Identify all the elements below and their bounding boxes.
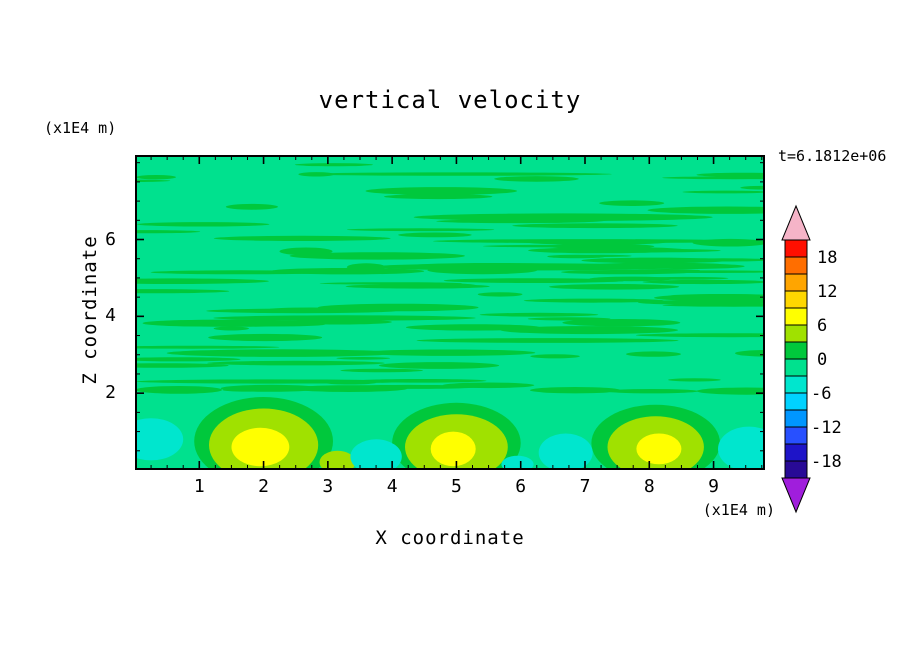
contour-field [135,155,765,470]
colorbar-tick-label: 0 [817,350,827,370]
colorbar-tick-label: -6 [811,384,831,404]
colorbar-tick-label: -12 [811,418,842,438]
x-axis-unit-label: (x1E4 m) [702,501,775,519]
colorbar-under-arrow [781,477,811,514]
x-tick-label: 2 [258,476,269,497]
x-tick-label: 8 [643,476,655,497]
x-tick-label: 7 [579,476,591,497]
x-tick-label: 1 [193,476,205,497]
plot-title: vertical velocity [318,86,582,114]
contour-plot-canvas [135,155,765,470]
x-axis-label: X coordinate [375,527,525,549]
colorbar: 18 12 6 0 -6 -12 -18 [781,204,842,514]
y-tick-label: 6 [105,228,116,250]
colorbar-tick-label: 18 [817,248,837,268]
colorbar-tick-label: 6 [817,316,827,336]
plot-frame [135,155,765,470]
colorbar-tick-label: -18 [811,452,842,472]
y-tick-label: 2 [105,382,116,404]
x-tick-label: 5 [451,476,462,497]
x-tick-label: 9 [708,476,719,497]
colorbar-over-arrow [781,204,811,241]
y-axis-unit-label: (x1E4 m) [44,119,117,137]
colorbar-tick-label: 12 [817,282,837,302]
x-tick-label: 4 [386,476,398,497]
time-annotation: t=6.1812e+06 [778,147,887,165]
colorbar-body [784,239,808,479]
x-tick-label: 3 [322,476,334,497]
x-tick-label: 6 [515,476,527,497]
y-tick-label: 4 [105,305,116,327]
